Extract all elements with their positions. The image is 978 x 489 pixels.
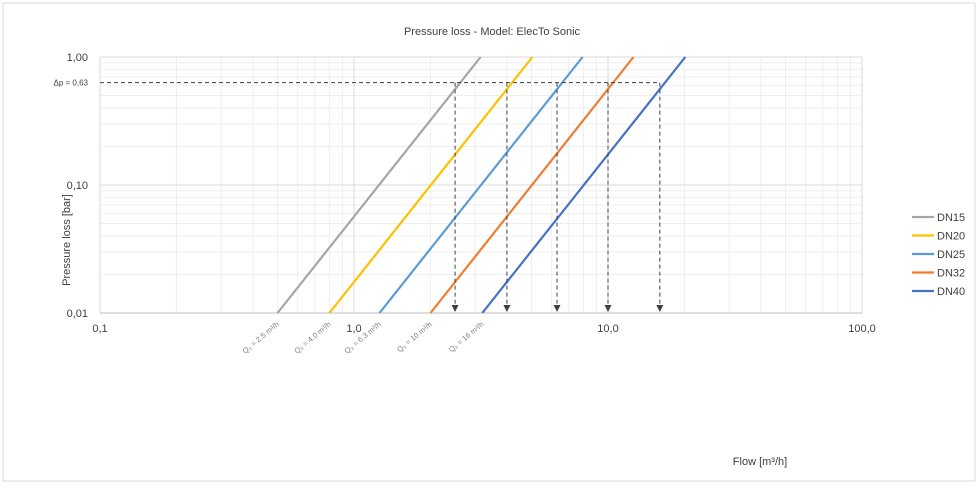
drop-arrow <box>451 305 459 312</box>
x-tick-label: 0,1 <box>92 323 107 335</box>
x-tick-label: 1,0 <box>346 323 361 335</box>
y-tick-label: 1,00 <box>67 52 88 64</box>
series-line-dn15 <box>276 56 482 314</box>
legend-label-dn20: DN20 <box>937 231 965 243</box>
legend: DN15 DN20 DN25 DN32 DN40 <box>912 212 965 298</box>
x-tick-label: 10,0 <box>597 323 618 335</box>
legend-label-dn40: DN40 <box>937 286 965 298</box>
chart-title: Pressure loss - Model: ElecTo Sonic <box>404 26 581 38</box>
drop-arrow <box>553 305 561 312</box>
series-line-dn25 <box>378 56 584 314</box>
legend-label-dn25: DN25 <box>937 249 965 261</box>
x-tick-label: 100,0 <box>848 323 876 335</box>
reference-line-label: Δp = 0,63 <box>54 79 89 88</box>
series-line-dn32 <box>429 56 635 314</box>
chart-border <box>2 2 976 482</box>
drop-arrow <box>604 305 612 312</box>
x-axis-label: Flow [m³/h] <box>733 456 787 468</box>
legend-label-dn15: DN15 <box>937 212 965 224</box>
y-tick-label: 0,10 <box>67 180 88 192</box>
drop-arrow <box>503 305 511 312</box>
y-axis-label: Pressure loss [bar] <box>61 194 73 286</box>
series-line-dn40 <box>481 56 687 314</box>
drop-arrow <box>656 305 664 312</box>
series-line-dn20 <box>328 56 534 314</box>
legend-label-dn32: DN32 <box>937 268 965 280</box>
y-tick-label: 0,01 <box>67 308 88 320</box>
